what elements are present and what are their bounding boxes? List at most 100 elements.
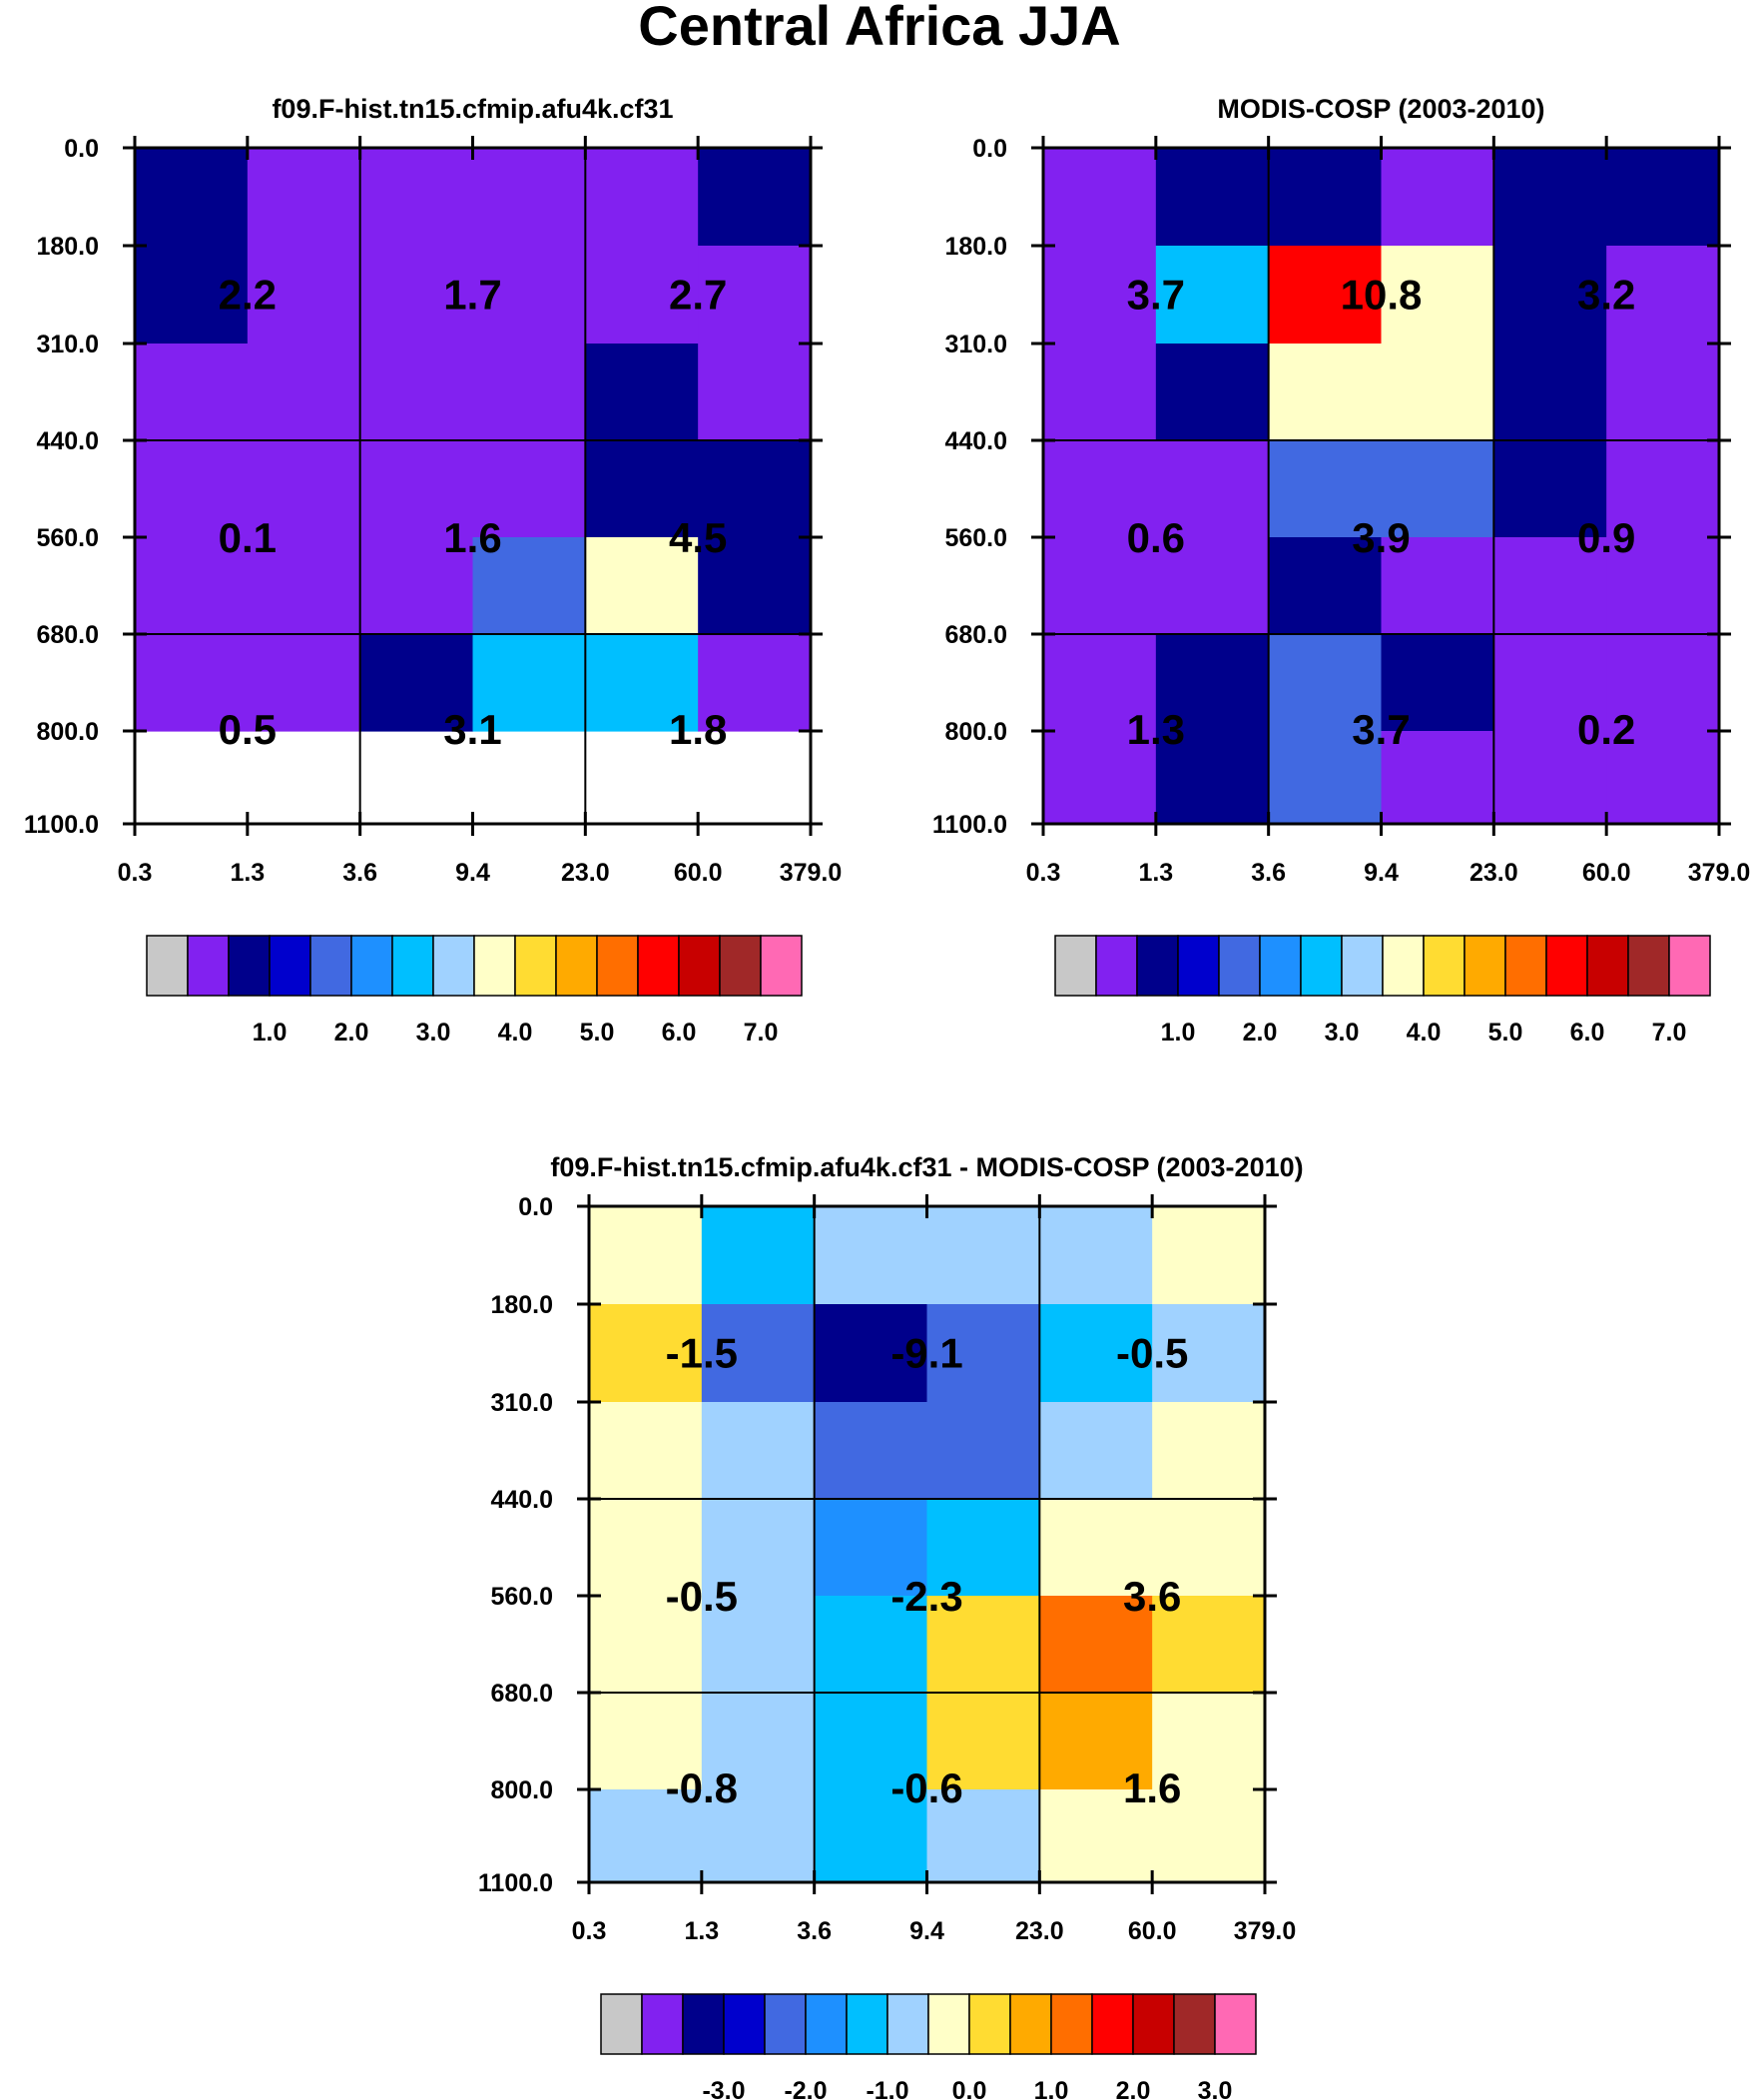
heatmap-cell (1039, 1304, 1153, 1403)
heatmap-cell (1152, 1789, 1266, 1883)
heatmap-cell (1606, 537, 1720, 635)
colorbar-swatch (846, 1993, 888, 2055)
x-tick-label: 379.0 (1688, 859, 1751, 887)
heatmap-cell (1381, 731, 1494, 825)
box-value-label: 3.7 (1352, 706, 1410, 753)
heatmap-panel-1: f09.F-hist.tn15.cfmip.afu4k.cf31 0.0 180.0… (24, 94, 842, 887)
colorbar-swatch (1214, 1993, 1257, 2055)
heatmap-cell (589, 1693, 703, 1790)
colorbar-swatch (391, 935, 434, 997)
heatmap-cell (472, 634, 586, 732)
colorbar-label: -2.0 (784, 2077, 827, 2100)
heatmap-cell (472, 344, 586, 441)
heatmap-cell (1381, 440, 1494, 538)
heatmap-cell (589, 1304, 703, 1403)
y-tick-label: 1100.0 (24, 811, 99, 839)
heatmap-cell (247, 148, 361, 247)
heatmap-cell (1039, 1789, 1153, 1883)
box-value-label: 3.2 (1577, 272, 1635, 319)
colorbar-swatch (1173, 1993, 1216, 2055)
heatmap-cell (135, 440, 249, 538)
heatmap-cell (1152, 1402, 1266, 1500)
heatmap-cell (135, 246, 249, 345)
colorbar-label: 5.0 (1488, 1019, 1523, 1047)
panel-title: f09.F-hist.tn15.cfmip.afu4k.cf31 (272, 94, 673, 124)
x-tick-label: 1.3 (684, 1917, 719, 1945)
heatmap-cell (1155, 246, 1270, 345)
heatmap-cell (926, 1693, 1040, 1790)
colorbar-swatch (1259, 935, 1302, 997)
y-tick-label: 560.0 (944, 524, 1007, 552)
heatmap-cell (1043, 731, 1157, 825)
y-tick-label: 560.0 (36, 524, 99, 552)
heatmap-cell (1152, 1206, 1266, 1305)
heatmap-cell (589, 1402, 703, 1500)
y-tick-label: 680.0 (490, 1680, 553, 1708)
box-value-label: 1.7 (443, 272, 501, 319)
heatmap-cell (701, 1789, 816, 1883)
colorbar-label: 1.0 (253, 1019, 288, 1047)
x-tick-label: 60.0 (1582, 859, 1631, 887)
y-tick-label: 440.0 (490, 1486, 553, 1514)
heatmap-cell (1606, 440, 1720, 538)
colorbar-swatch (146, 935, 189, 997)
heatmap-cell (701, 1693, 816, 1790)
x-tick-label: 3.6 (797, 1917, 832, 1945)
colorbar-1: 1.0 2.0 3.0 4.0 5.0 6.0 7.0 (146, 935, 803, 1047)
colorbar-swatch (1668, 935, 1711, 997)
heatmap-cell (135, 634, 249, 732)
colorbar-2: 1.0 2.0 3.0 4.0 5.0 6.0 7.0 (1054, 935, 1711, 1047)
heatmap-cell (698, 344, 812, 441)
heatmap-cell (585, 344, 699, 441)
heatmap-cell (1268, 148, 1383, 247)
heatmap-cell (698, 440, 812, 538)
box-value-label: 3.6 (1123, 1573, 1181, 1620)
heatmap-cell (585, 246, 699, 345)
box-value-label: 10.8 (1341, 272, 1423, 319)
colorbar-swatch (600, 1993, 643, 2055)
y-tick-label: 560.0 (490, 1583, 553, 1611)
y-tick-label: 680.0 (944, 621, 1007, 649)
y-tick-label: 680.0 (36, 621, 99, 649)
heatmap-cell (1493, 440, 1607, 538)
heatmap-cell (1493, 246, 1607, 345)
colorbar-label: 6.0 (1570, 1019, 1605, 1047)
heatmap-cell (1152, 1304, 1266, 1403)
x-tick-label: 60.0 (674, 859, 723, 887)
heatmap-cell (1043, 440, 1157, 538)
colorbar-label: 2.0 (1116, 2077, 1151, 2100)
heatmap-cell (926, 1499, 1040, 1597)
colorbar-swatch (1132, 1993, 1175, 2055)
y-tick-label: 1100.0 (478, 1869, 553, 1897)
colorbar-swatch (1464, 935, 1506, 997)
box-value-label: -0.5 (1116, 1330, 1188, 1377)
heatmap-panel-3: f09.F-hist.tn15.cfmip.afu4k.cf31 - MODIS… (478, 1152, 1304, 1945)
y-tick-label: 800.0 (490, 1776, 553, 1804)
colorbar-label: 5.0 (580, 1019, 615, 1047)
colorbar-swatch (1627, 935, 1670, 997)
y-tick-label: 440.0 (944, 427, 1007, 455)
heatmap-cell (472, 537, 586, 635)
heatmap-cell (1155, 731, 1270, 825)
y-tick-label: 310.0 (36, 331, 99, 358)
heatmap-cell (1606, 246, 1720, 345)
heatmap-cell (1268, 246, 1383, 345)
heatmap-cell (814, 1596, 928, 1694)
heatmap-cell (701, 1402, 816, 1500)
heatmap-panel-2: MODIS-COSP (2003-2010) 0.0 180.0 310.0 440.0… (932, 94, 1750, 887)
heatmap-cell (1152, 1693, 1266, 1790)
box-value-label: 4.5 (669, 514, 727, 561)
heatmap-cell (1268, 440, 1383, 538)
colorbar-swatch (723, 1993, 766, 2055)
colorbar-3: -3.0 -2.0 -1.0 0.0 1.0 2.0 3.0 (600, 1993, 1257, 2100)
colorbar-swatch (432, 935, 475, 997)
heatmap-cell (1043, 537, 1157, 635)
colorbar-label: 2.0 (1243, 1019, 1278, 1047)
heatmap-cell (1268, 344, 1383, 441)
y-tick-label: 0.0 (64, 135, 99, 163)
colorbar-swatch (269, 935, 311, 997)
colorbar-swatch (682, 1993, 725, 2055)
heatmap-cell (1152, 1596, 1266, 1694)
colorbar-swatch (473, 935, 516, 997)
heatmap-cell (701, 1499, 816, 1597)
